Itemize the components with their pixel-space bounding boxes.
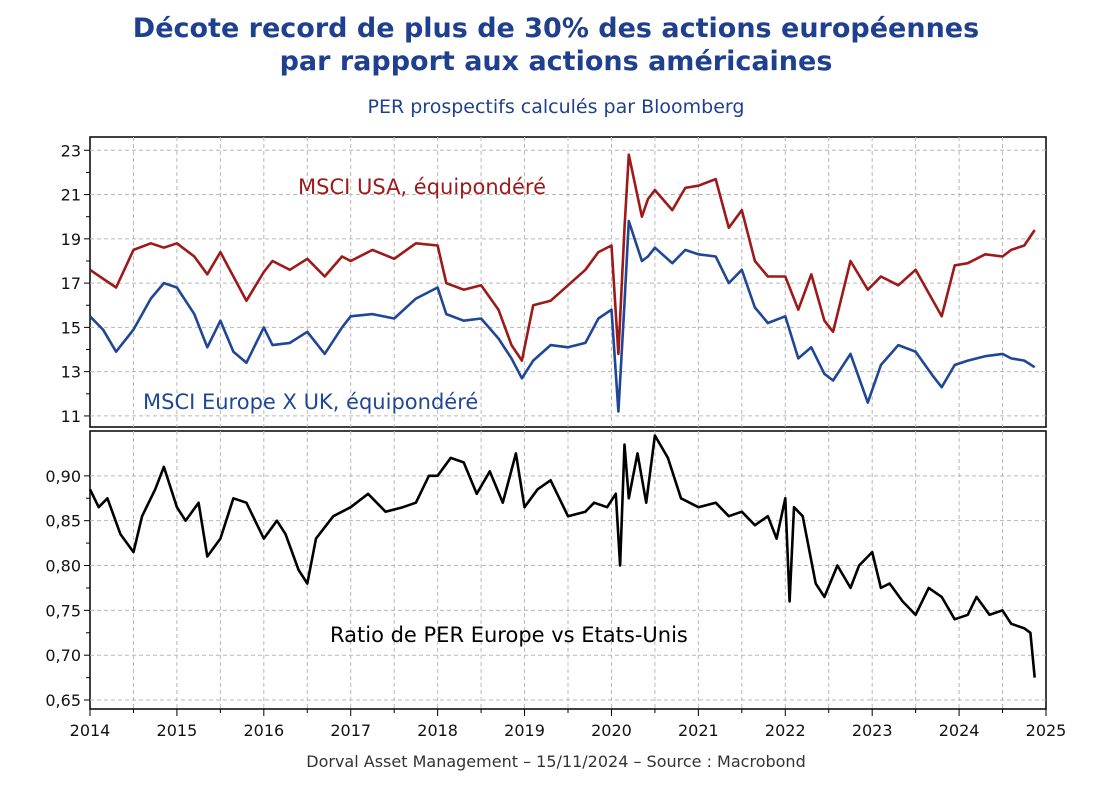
y-tick-label: 17 <box>61 274 81 293</box>
bottom-series-lines <box>88 434 1036 678</box>
y-tick-label: 0,65 <box>45 691 81 710</box>
y-tick-label: 11 <box>61 407 81 426</box>
x-tick-label: 2024 <box>939 721 980 740</box>
top-grid <box>90 137 1046 427</box>
x-tick-label: 2019 <box>504 721 545 740</box>
series-line-msci-usa <box>89 153 1036 362</box>
x-tick-label: 2023 <box>852 721 893 740</box>
top-y-ticks: 11 13 15 17 19 21 23 <box>61 141 90 426</box>
chart-subtitle: PER prospectifs calculés par Bloomberg <box>367 96 745 118</box>
bottom-grid <box>90 431 1046 709</box>
x-tick-label: 2015 <box>157 721 198 740</box>
x-tick-label: 2017 <box>330 721 371 740</box>
x-tick-label: 2016 <box>243 721 284 740</box>
bottom-panel: 0,65 0,70 0,75 0,80 0,85 0,90 Ratio de PER Eu… <box>45 430 1047 710</box>
chart-title-line2: par rapport aux actions américaines <box>279 46 833 77</box>
y-tick-label: 19 <box>61 230 81 249</box>
x-tick-label: 2021 <box>678 721 719 740</box>
y-tick-label: 0,70 <box>45 646 81 665</box>
annotation-ratio: Ratio de PER Europe vs Etats-Unis <box>330 623 688 647</box>
source-note: Dorval Asset Management – 15/11/2024 – S… <box>306 752 806 771</box>
top-series-lines <box>89 153 1036 413</box>
series-line-msci-europe-x-uk <box>89 219 1036 413</box>
bottom-panel-frame <box>89 430 1047 710</box>
y-tick-label: 13 <box>61 363 81 382</box>
y-tick-label: 0,85 <box>45 512 81 531</box>
annotation-msci-europe: MSCI Europe X UK, équipondéré <box>143 390 478 414</box>
x-tick-label: 2022 <box>765 721 806 740</box>
y-tick-label: 21 <box>61 186 81 205</box>
bottom-y-ticks: 0,65 0,70 0,75 0,80 0,85 0,90 <box>45 467 90 710</box>
x-tick-label: 2014 <box>70 721 111 740</box>
y-tick-label: 0,75 <box>45 601 81 620</box>
x-tick-label: 2020 <box>591 721 632 740</box>
x-tick-label: 2018 <box>417 721 458 740</box>
y-tick-label: 0,80 <box>45 557 81 576</box>
y-tick-label: 23 <box>61 141 81 160</box>
top-panel: 11 13 15 17 19 21 23 MSCI USA, équipondéré MSC… <box>61 136 1047 428</box>
series-line-ratio-per <box>88 434 1036 678</box>
x-axis: 2014 2015 2016 2017 2018 2019 2020 2021 2022 2023… <box>70 709 1067 740</box>
annotation-msci-usa: MSCI USA, équipondéré <box>298 175 546 199</box>
x-tick-label: 2025 <box>1026 721 1067 740</box>
y-tick-label: 0,90 <box>45 467 81 486</box>
chart-title-line1: Décote record de plus de 30% des actions… <box>132 13 980 44</box>
y-tick-label: 15 <box>61 318 81 337</box>
